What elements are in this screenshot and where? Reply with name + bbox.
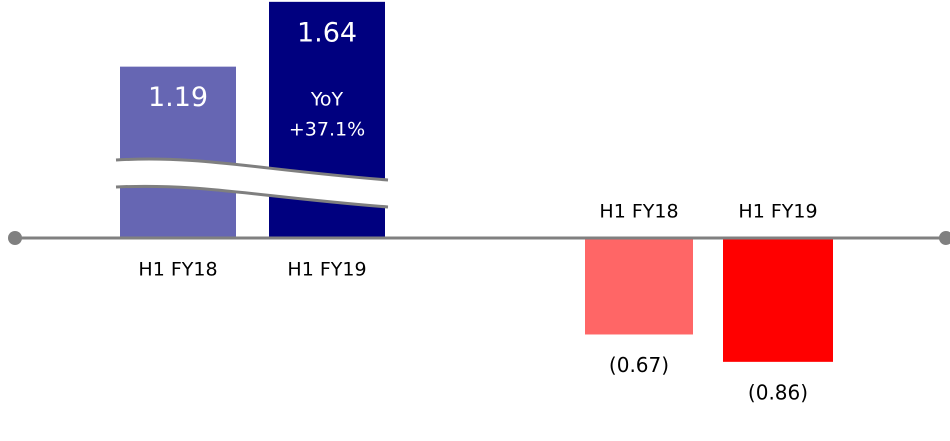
category-label: H1 FY19 — [287, 259, 366, 281]
axis-break — [115, 157, 389, 209]
category-label: H1 FY18 — [138, 259, 217, 281]
bar — [585, 238, 693, 335]
bar — [723, 238, 833, 362]
break-band — [116, 159, 388, 207]
bar — [120, 66, 236, 238]
axis-end — [8, 231, 22, 245]
category-label: H1 FY18 — [599, 201, 678, 223]
value-label: (0.67) — [609, 353, 669, 377]
break-line — [115, 157, 389, 182]
bars — [120, 1, 833, 362]
annotation: YoY — [310, 89, 344, 111]
value-label: (0.86) — [748, 380, 808, 404]
value-label: 1.64 — [297, 17, 357, 48]
category-label: H1 FY19 — [738, 201, 817, 223]
annotation: +37.1% — [289, 119, 365, 141]
axis-end — [939, 231, 950, 245]
value-label: 1.19 — [148, 82, 208, 113]
break-line — [115, 184, 389, 209]
